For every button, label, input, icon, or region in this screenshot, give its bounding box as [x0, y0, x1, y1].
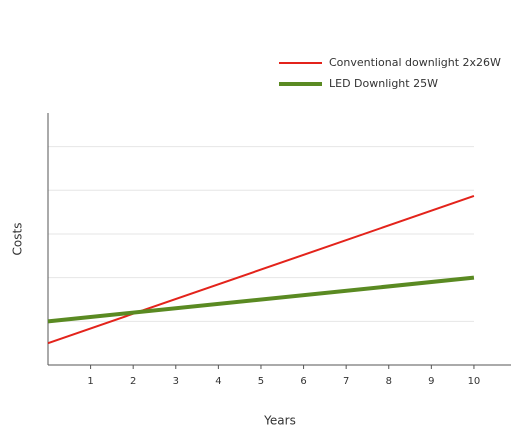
- y-axis-label: Costs: [11, 223, 25, 256]
- x-tick-label: 3: [173, 376, 179, 387]
- series-line: [47, 195, 475, 345]
- x-tick-label: 1: [87, 376, 93, 387]
- x-tick-label: 2: [130, 376, 136, 387]
- legend-label: LED Downlight 25W: [329, 77, 438, 90]
- x-tick-label: 7: [343, 376, 349, 387]
- x-tick-label: 9: [428, 376, 434, 387]
- series-line: [47, 275, 475, 324]
- x-tick-label: 5: [258, 376, 264, 387]
- x-tick-label: 8: [386, 376, 392, 387]
- x-tick-label: 10: [468, 376, 481, 387]
- legend-label: Conventional downlight 2x26W: [329, 56, 501, 69]
- x-tick-label: 4: [215, 376, 221, 387]
- x-tick-label: 6: [300, 376, 306, 387]
- x-axis-label: Years: [263, 414, 296, 428]
